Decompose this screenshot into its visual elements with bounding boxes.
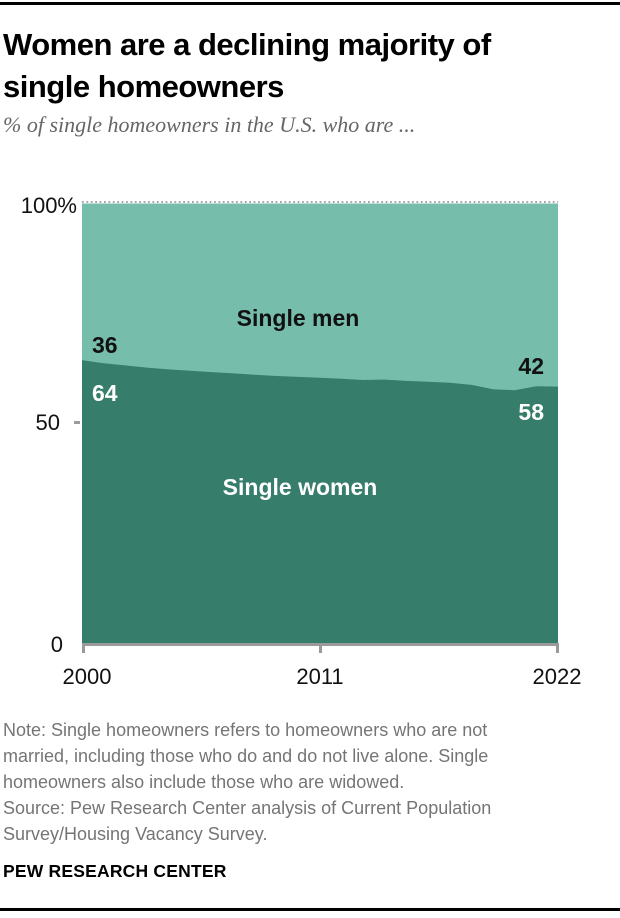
series-label-single-men: Single men	[236, 305, 360, 331]
top-rule	[0, 2, 620, 5]
value-label-men-2000: 36	[92, 332, 118, 358]
y-axis-label-100: 100%	[20, 193, 77, 218]
value-label-women-2000: 64	[92, 380, 118, 406]
brand-footer: PEW RESEARCH CENTER	[3, 861, 227, 881]
x-tick-2022	[556, 643, 559, 653]
series-label-single-women: Single women	[222, 474, 378, 500]
x-tick-2000	[82, 643, 85, 653]
footnote: Note: Single homeowners refers to homeow…	[3, 720, 492, 844]
x-axis-label-2011: 2011	[296, 664, 344, 689]
x-axis-label-2022: 2022	[532, 664, 582, 689]
stacked-area-svg	[82, 201, 558, 643]
page-subtitle: % of single homeowners in the U.S. who a…	[3, 112, 416, 137]
y-axis-label-0: 0	[50, 632, 63, 657]
x-tick-2011	[319, 643, 322, 653]
page-title: Women are a declining majority of single…	[3, 27, 491, 104]
x-axis-label-2000: 2000	[62, 664, 112, 689]
bottom-rule	[0, 908, 620, 911]
women-area	[82, 360, 558, 643]
y-axis-label-50: 50	[35, 410, 60, 435]
y-tick-50	[74, 421, 80, 424]
plot-area	[82, 201, 558, 643]
value-label-women-2022: 58	[518, 399, 544, 425]
value-label-men-2022: 42	[518, 353, 544, 379]
